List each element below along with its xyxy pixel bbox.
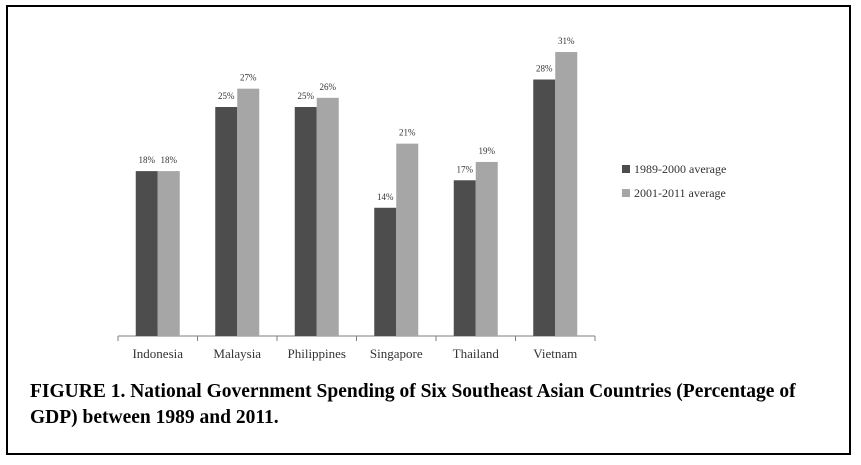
data-label: 18% xyxy=(161,155,178,165)
data-label: 17% xyxy=(457,164,474,174)
bar-malaysia-series-1 xyxy=(215,107,238,336)
bar-philippines-series-2 xyxy=(316,97,339,336)
legend-swatch xyxy=(622,189,630,197)
data-label: 14% xyxy=(377,192,394,202)
legend-swatch xyxy=(622,165,630,173)
bar-singapore-series-1 xyxy=(374,207,397,336)
data-label: 27% xyxy=(240,73,257,83)
data-label: 31% xyxy=(558,36,575,46)
plot-area: 18% 18% Indonesia 25% 27% Malaysia 25% 26% Phili… xyxy=(117,36,596,361)
data-label: 19% xyxy=(479,146,496,156)
figure-caption: FIGURE 1. National Government Spending o… xyxy=(30,381,796,428)
x-tick-label: Philippines xyxy=(287,346,346,361)
bar-thailand-series-2 xyxy=(475,161,498,336)
bar-vietnam-series-2 xyxy=(555,52,578,336)
data-label: 25% xyxy=(218,91,235,101)
data-label: 21% xyxy=(399,128,416,138)
data-label: 28% xyxy=(536,64,553,74)
legend-label: 2001-2011 average xyxy=(634,186,726,200)
x-tick-label: Singapore xyxy=(370,346,423,361)
bar-philippines-series-1 xyxy=(294,107,317,336)
x-tick-label: Vietnam xyxy=(533,346,577,361)
bar-thailand-series-1 xyxy=(453,180,476,336)
data-label: 25% xyxy=(298,91,315,101)
data-label: 26% xyxy=(320,82,337,92)
bar-malaysia-series-2 xyxy=(237,88,260,337)
bar-indonesia-series-1 xyxy=(135,171,158,336)
x-tick-label: Thailand xyxy=(453,346,500,361)
bar-indonesia-series-2 xyxy=(157,171,180,336)
x-tick-label: Indonesia xyxy=(132,346,183,361)
bar-singapore-series-2 xyxy=(396,143,419,336)
x-tick-label: Malaysia xyxy=(213,346,261,361)
legend-label: 1989-2000 average xyxy=(634,162,726,176)
bar-vietnam-series-1 xyxy=(533,79,556,337)
data-label: 18% xyxy=(139,155,156,165)
legend: 1989-2000 average 2001-2011 average xyxy=(622,162,726,200)
